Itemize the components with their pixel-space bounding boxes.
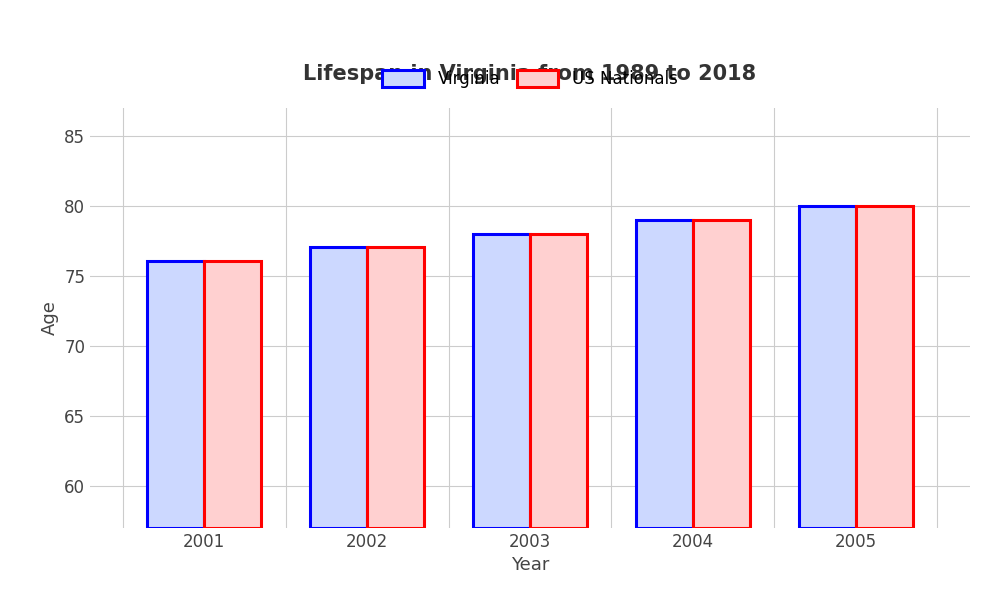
X-axis label: Year: Year — [511, 556, 549, 574]
Legend: Virginia, US Nationals: Virginia, US Nationals — [374, 62, 686, 97]
Bar — [799, 206, 856, 528]
Title: Lifespan in Virginia from 1989 to 2018: Lifespan in Virginia from 1989 to 2018 — [303, 64, 757, 84]
Bar — [636, 220, 693, 528]
Bar — [856, 206, 913, 528]
Bar — [367, 247, 424, 528]
Bar — [204, 260, 261, 528]
Bar — [530, 234, 587, 528]
Y-axis label: Age: Age — [41, 301, 59, 335]
Bar — [473, 234, 530, 528]
Bar — [310, 247, 367, 528]
Bar — [693, 220, 750, 528]
Bar — [147, 260, 204, 528]
